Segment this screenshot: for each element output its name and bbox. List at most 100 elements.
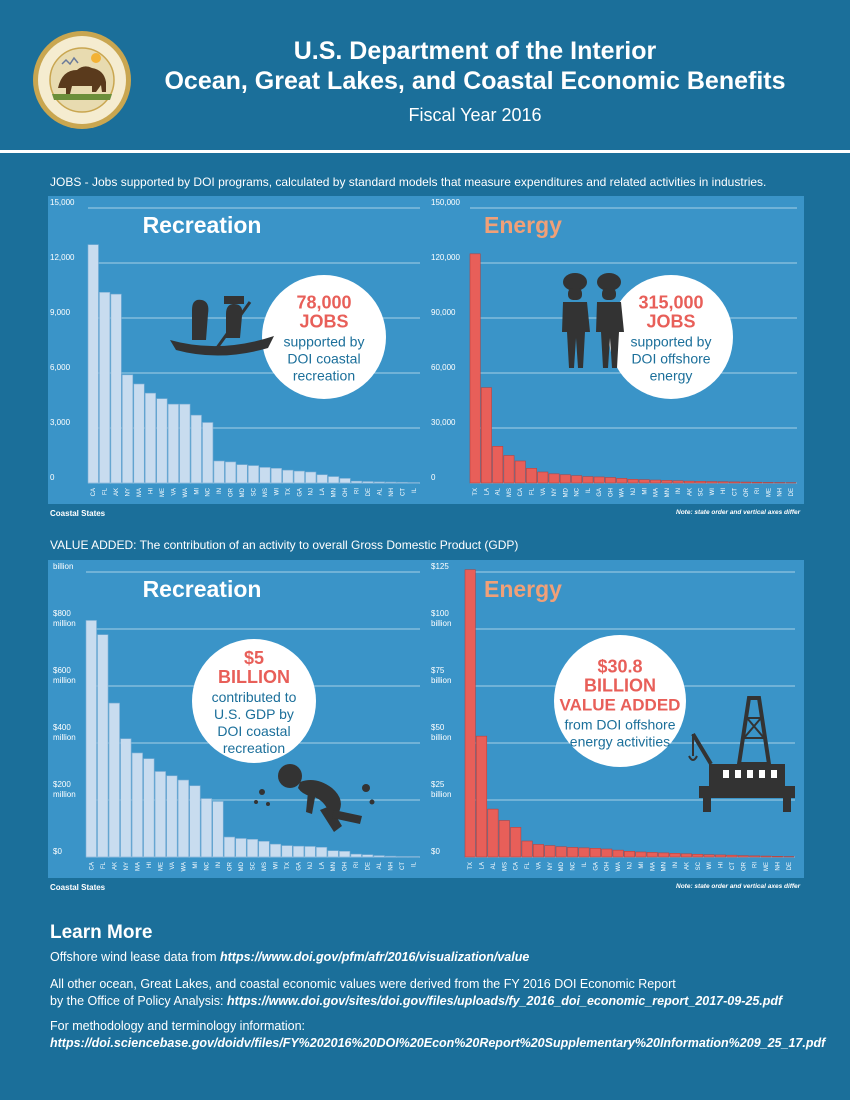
x-tick-label: MN [332, 488, 338, 497]
bar [692, 853, 704, 858]
x-tick-label: HI [148, 488, 154, 494]
bar [408, 856, 420, 858]
x-tick-label: WA [620, 488, 626, 497]
canoe-icon [170, 296, 274, 356]
x-tick-label: NC [206, 487, 212, 496]
bar [469, 253, 481, 484]
callout-circle [554, 635, 686, 767]
bar [650, 479, 661, 484]
value-recreation-chart: $0 $200 million $400 million $600 million $800 m… [53, 560, 420, 871]
bar [751, 481, 763, 484]
x-tick-label: GA [297, 488, 303, 497]
callout-circle [609, 275, 733, 399]
x-tick-label: TX [468, 862, 474, 870]
learn-more-p3: For methodology and terminology informat… [50, 1018, 825, 1052]
bar [567, 847, 579, 858]
bar [110, 293, 122, 484]
x-tick-label: OH [343, 862, 349, 871]
bar [225, 461, 237, 484]
x-tick-label: LA [320, 488, 326, 495]
bar [339, 478, 351, 484]
x-tick-label: MD [559, 861, 565, 871]
value-section-label: VALUE ADDED: The contribution of an acti… [50, 538, 519, 552]
bar [131, 752, 143, 858]
x-tick-label: VA [536, 862, 542, 870]
x-tick-label: ME [766, 488, 772, 497]
value-panels: $0 $200 million $400 million $600 million $800 m… [48, 560, 804, 878]
x-tick-label: CA [518, 488, 524, 496]
bar [680, 853, 692, 858]
y-tick-label: 0 [50, 473, 55, 482]
x-tick-label: IL [412, 487, 418, 493]
bar [190, 414, 202, 484]
bar [638, 479, 650, 484]
x-tick-label: NJ [628, 862, 634, 869]
bar [281, 845, 293, 858]
bar [715, 854, 727, 858]
x-tick-label: NC [571, 861, 577, 870]
bar [179, 403, 191, 484]
bar [532, 844, 544, 858]
bar [571, 475, 583, 484]
bar [740, 481, 752, 484]
bar [476, 735, 488, 858]
page-subtitle: Fiscal Year 2016 [408, 105, 542, 125]
bar [304, 846, 316, 858]
bar [703, 854, 715, 858]
bar [362, 854, 374, 858]
bar [189, 785, 201, 858]
bar [385, 481, 397, 484]
bar [247, 465, 260, 484]
wind-lease-link[interactable]: https://www.doi.gov/pfm/afr/2016/visuali… [220, 950, 530, 964]
bar [385, 855, 397, 858]
callout-circle [192, 639, 316, 763]
bar [635, 851, 647, 858]
x-tick-label: LA [320, 862, 326, 869]
learn-more-p2: All other ocean, Great Lakes, and coasta… [50, 976, 820, 1010]
y-tick-label: 9,000 [50, 308, 71, 317]
bar [133, 383, 145, 484]
bar [223, 836, 236, 858]
bar [396, 481, 408, 484]
x-tick-label: MA [137, 488, 143, 497]
bar [589, 848, 601, 858]
x-tick-label: CA [89, 862, 95, 870]
value-energy-chart: $0 $25 billion $50 billion $75 billion $100 bill… [431, 562, 795, 871]
y-tick-label: $0 [431, 847, 440, 856]
bar [717, 481, 729, 484]
methodology-link[interactable]: https://doi.sciencebase.gov/doidv/files/… [50, 1036, 826, 1050]
x-tick-label: AL [377, 861, 383, 869]
bar [144, 392, 156, 484]
x-tick-label: GA [593, 862, 599, 871]
x-tick-label: OH [343, 488, 349, 497]
chart-title: Energy [484, 212, 562, 238]
x-tick-label: NJ [631, 488, 637, 495]
x-tick-label: MI [193, 862, 199, 869]
callout-text: from DOI offshore [564, 717, 675, 733]
x-tick-label: LA [480, 862, 486, 869]
x-tick-label: MI [642, 488, 648, 495]
callout-text: VALUE ADDED [560, 696, 681, 715]
value-x-caption: Coastal States [50, 883, 106, 892]
callout-value: $30.8 [597, 657, 642, 677]
bar [259, 467, 271, 484]
y-tick-label: 90,000 [431, 308, 456, 317]
bar [293, 470, 305, 484]
x-tick-label: MA [650, 862, 656, 871]
bar [510, 827, 522, 858]
bar [351, 480, 363, 484]
x-tick-label: AL [496, 487, 502, 495]
x-tick-label: SC [251, 861, 257, 870]
callout-text: supported by [284, 334, 365, 350]
bar [350, 853, 362, 858]
x-tick-label: TX [473, 488, 479, 496]
x-tick-label: MS [262, 862, 268, 871]
x-tick-label: AL [377, 487, 383, 495]
bar [339, 850, 351, 858]
x-tick-label: NH [778, 488, 784, 497]
economic-report-link[interactable]: https://www.doi.gov/sites/doi.gov/files/… [226, 994, 783, 1008]
bar [99, 292, 111, 484]
x-tick-label: WA [616, 862, 622, 871]
x-tick-label: DE [366, 862, 372, 870]
callout-text: U.S. GDP by [214, 706, 294, 722]
